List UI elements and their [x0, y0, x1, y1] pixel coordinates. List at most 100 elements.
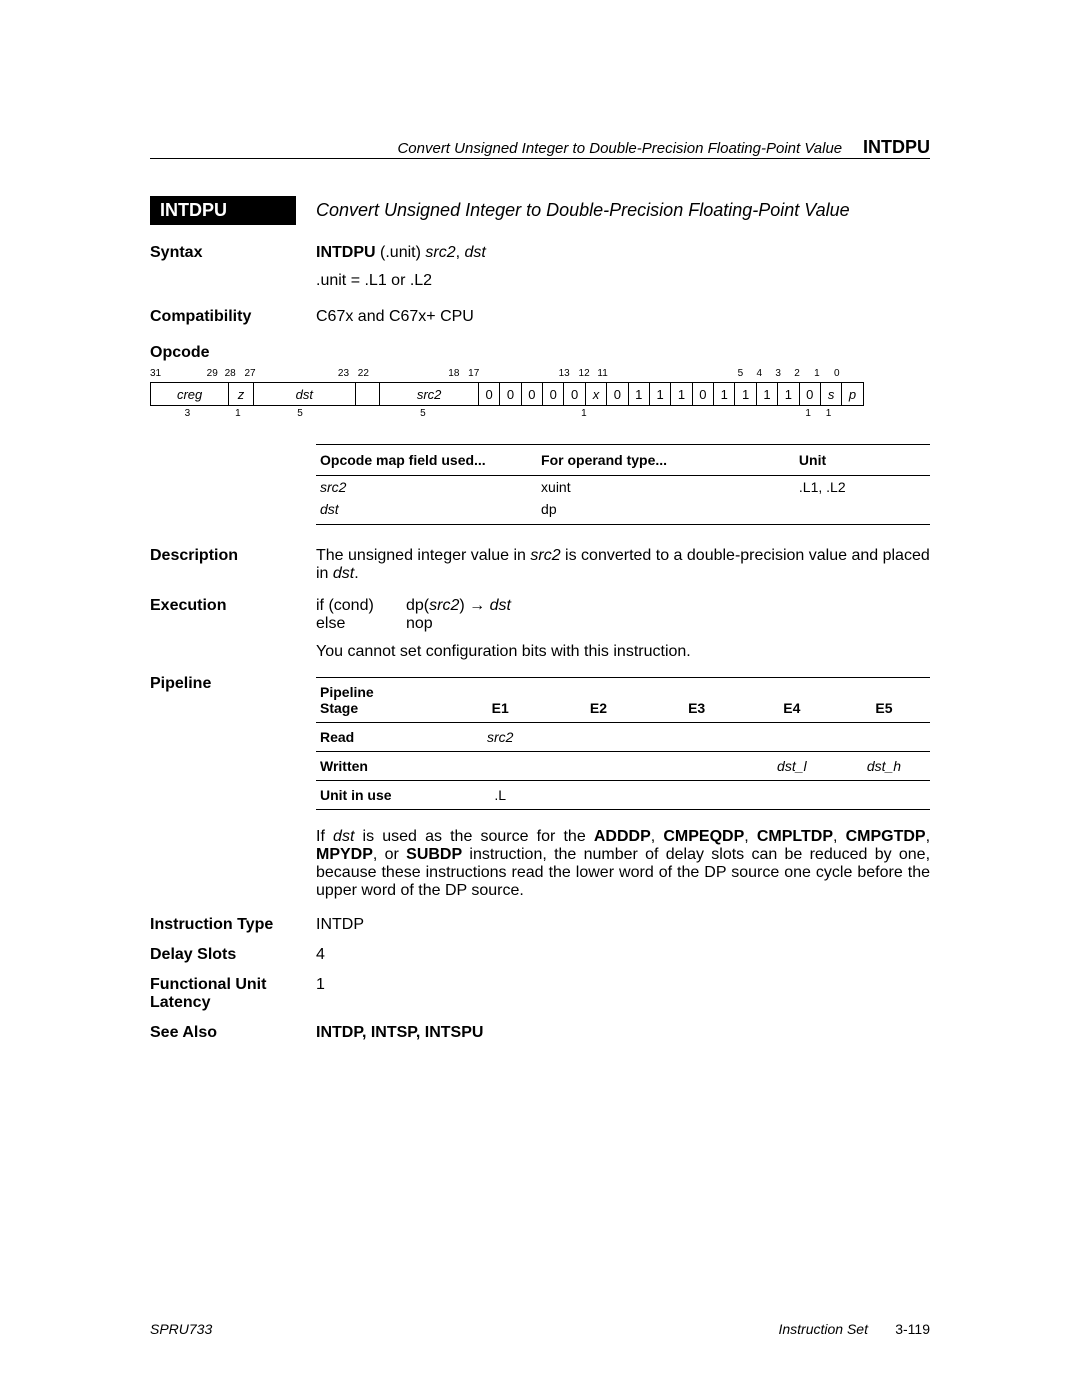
opcode-field: z	[229, 383, 254, 406]
opcode-field: 0	[564, 383, 585, 406]
syntax-label: Syntax	[150, 244, 316, 262]
delayslots-value: 4	[316, 946, 930, 964]
bit-label: 27	[244, 368, 255, 379]
pn-b1: ADDDP	[594, 828, 651, 845]
exec-then-mid: ) →	[459, 597, 489, 614]
pipeline-r1v: src2	[451, 723, 549, 752]
pn-b6: SUBDP	[406, 846, 462, 863]
pipeline-h1: E1	[451, 678, 549, 723]
pipeline-r1: Read	[316, 723, 451, 752]
opcode-field: 1	[671, 383, 692, 406]
bit-label: 28	[225, 368, 236, 379]
bit-width-label: 5	[297, 408, 303, 419]
pn-b5: MPYDP	[316, 846, 373, 863]
delayslots-label: Delay Slots	[150, 946, 316, 964]
opmap-r2c1: dst	[316, 498, 537, 525]
bit-label: 4	[756, 368, 762, 379]
bit-label: 11	[597, 368, 607, 379]
exec-nop: nop	[406, 615, 433, 633]
exec-if: if (cond)	[316, 597, 406, 615]
desc-pre: The unsigned integer value in	[316, 547, 530, 564]
opcode-field: dst	[253, 383, 355, 406]
instruction-desc: Convert Unsigned Integer to Double-Preci…	[316, 200, 930, 221]
pn-pre: If	[316, 828, 333, 845]
opcode-field: 0	[521, 383, 542, 406]
pn-s1: ,	[651, 828, 664, 845]
execution-label: Execution	[150, 597, 316, 633]
bit-width-label: 1	[581, 408, 587, 419]
bit-label: 5	[738, 368, 744, 379]
pn-mid1: is used as the source for the	[354, 828, 593, 845]
ful-l1: Functional Unit	[150, 976, 266, 993]
syntax-unit-paren: (.unit)	[380, 244, 421, 261]
pn-dst: dst	[333, 828, 354, 845]
instrtype-label: Instruction Type	[150, 916, 316, 934]
pipeline-r2v5: dst_h	[838, 752, 930, 781]
pipeline-h0a: Pipeline	[320, 684, 374, 700]
pipeline-r3: Unit in use	[316, 781, 451, 810]
pipeline-label: Pipeline	[150, 675, 316, 810]
opcode-field: 1	[649, 383, 670, 406]
opcode-field: x	[585, 383, 606, 406]
opmap-r2c2: dp	[537, 498, 795, 525]
execution-note: You cannot set configuration bits with t…	[316, 643, 930, 661]
footer-right: Instruction Set 3-119	[778, 1321, 930, 1337]
pn-or: , or	[373, 846, 406, 863]
opcode-field: 1	[628, 383, 649, 406]
opcode-field: 0	[692, 383, 713, 406]
syntax-arg2: dst	[465, 244, 486, 261]
opcode-diagram: 3129282723221817131211543210 cregzdstsrc…	[150, 368, 840, 422]
pipeline-r2v4: dst_l	[746, 752, 838, 781]
header-subtitle: Convert Unsigned Integer to Double-Preci…	[397, 140, 842, 157]
exec-then-src: src2	[429, 597, 459, 614]
footer-right-page: 3-119	[895, 1321, 930, 1337]
pn-b3: CMPLTDP	[757, 828, 833, 845]
syntax-unit-line: .unit = .L1 or .L2	[316, 272, 930, 290]
pn-s4: ,	[926, 828, 930, 845]
opcode-field: 0	[478, 383, 499, 406]
pipeline-table: Pipeline Stage E1 E2 E3 E4 E5 Read	[316, 677, 930, 810]
opcode-field: 1	[735, 383, 756, 406]
pipeline-h2: E2	[549, 678, 647, 723]
opcode-field: 0	[799, 383, 820, 406]
fulatency-label: Functional Unit Latency	[150, 976, 316, 1012]
opcode-field	[355, 383, 380, 406]
syntax-value: INTDPU (.unit) src2, dst	[316, 244, 930, 262]
pipeline-h5: E5	[838, 678, 930, 723]
exec-then-pre: dp(	[406, 597, 429, 614]
bit-label: 12	[579, 368, 590, 379]
opmap-h1: Opcode map field used...	[316, 445, 537, 476]
opmap-r1c3: .L1, .L2	[795, 476, 930, 499]
pn-s2: ,	[744, 828, 757, 845]
opcode-field: s	[820, 383, 841, 406]
bit-label: 0	[834, 368, 840, 379]
opmap-table: Opcode map field used... For operand typ…	[316, 444, 930, 525]
opmap-r1c1: src2	[316, 476, 537, 499]
opcode-field: 1	[778, 383, 799, 406]
bit-width-label: 3	[185, 408, 191, 419]
pipeline-h0b: Stage	[320, 700, 358, 716]
seealso-label: See Also	[150, 1024, 316, 1042]
pipeline-h3: E3	[648, 678, 746, 723]
desc-post: .	[354, 565, 358, 582]
opcode-fields-table: cregzdstsrc200000x0111011110sp	[150, 382, 864, 406]
opmap-r2c3	[795, 498, 930, 525]
ful-l2: Latency	[150, 994, 210, 1011]
opcode-field: creg	[151, 383, 229, 406]
compatibility-value: C67x and C67x+ CPU	[316, 308, 930, 326]
exec-then-dst: dst	[490, 597, 511, 614]
title-row: INTDPU Convert Unsigned Integer to Doubl…	[150, 196, 930, 225]
opcode-field: p	[842, 383, 863, 406]
opcode-field: 0	[500, 383, 521, 406]
opmap-h2: For operand type...	[537, 445, 795, 476]
syntax-comma: ,	[456, 244, 465, 261]
header-rule	[150, 158, 930, 159]
opmap-h3: Unit	[795, 445, 930, 476]
bit-width-label: 1	[826, 408, 832, 419]
bit-label: 1	[814, 368, 820, 379]
bit-label: 2	[794, 368, 800, 379]
instruction-badge: INTDPU	[150, 196, 296, 225]
exec-then: dp(src2) → dst	[406, 597, 511, 615]
syntax-arg1: src2	[425, 244, 455, 261]
desc-src2: src2	[530, 547, 560, 564]
